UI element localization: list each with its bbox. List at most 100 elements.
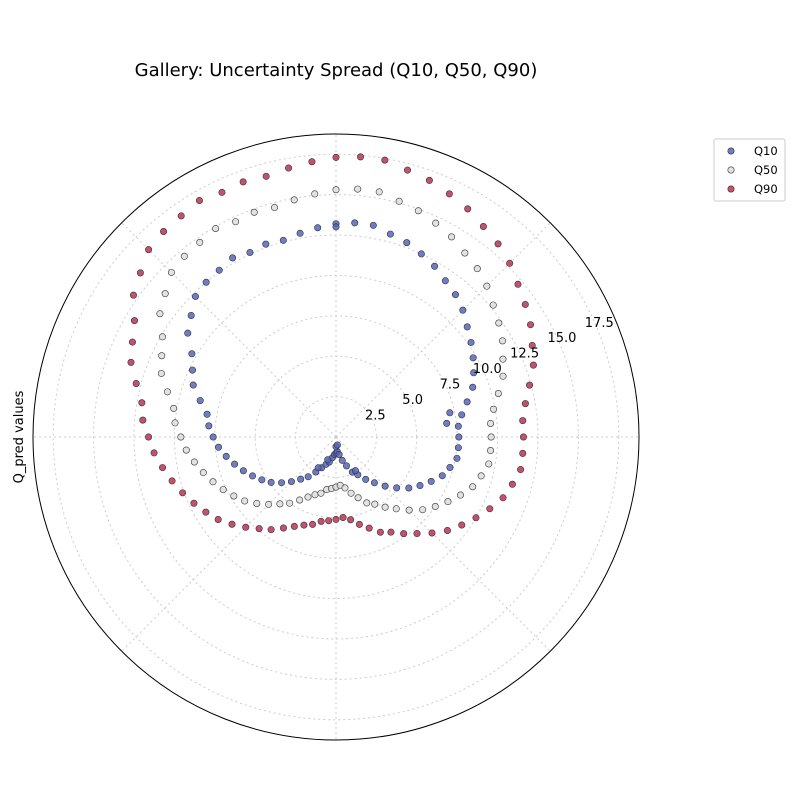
point-q10-8 [463, 323, 471, 331]
point-q90-17 [357, 153, 365, 161]
point-q50-24 [212, 224, 220, 232]
point-q90-57 [355, 520, 363, 528]
point-q90-42 [202, 508, 210, 516]
series-q50 [156, 185, 507, 514]
point-q10-6 [469, 354, 477, 362]
point-q50-21 [271, 204, 279, 212]
point-q10-2 [458, 411, 466, 419]
legend: Q10 Q50 Q90 [713, 138, 786, 202]
point-q10-36 [209, 433, 217, 441]
point-q10-0 [455, 433, 463, 441]
point-q50-1 [487, 419, 495, 427]
point-q10-11 [441, 277, 449, 285]
point-q90-60 [387, 528, 395, 536]
legend-frame [713, 138, 786, 202]
point-q90-3 [526, 381, 534, 389]
angular-gridline-5 [121, 436, 337, 652]
point-q10-21 [279, 236, 287, 244]
point-q50-70 [485, 460, 493, 468]
point-q90-41 [190, 499, 198, 507]
point-q90-11 [479, 223, 487, 231]
point-q50-0 [487, 433, 495, 441]
point-q50-46 [276, 500, 284, 508]
radial-tick-label-3: 10.0 [473, 362, 502, 377]
point-q90-4 [529, 361, 537, 369]
point-q90-34 [138, 399, 146, 407]
radial-gridline-6 [52, 153, 620, 721]
point-q10-20 [296, 229, 304, 237]
point-q50-62 [392, 505, 400, 513]
point-q10-69 [446, 464, 454, 472]
point-q90-23 [218, 188, 226, 196]
point-q50-3 [494, 390, 502, 398]
point-q90-46 [255, 525, 263, 533]
legend-marker-q10 [727, 147, 735, 155]
radial-tick-label-0: 2.5 [365, 409, 386, 424]
point-q10-14 [403, 239, 411, 247]
point-q10-67 [427, 477, 435, 485]
point-q50-61 [381, 503, 389, 511]
point-q50-36 [177, 433, 185, 441]
point-q90-10 [494, 240, 502, 248]
point-q50-66 [444, 498, 452, 506]
point-q90-61 [400, 530, 408, 538]
point-q50-45 [265, 500, 273, 508]
point-q10-26 [202, 278, 210, 286]
point-q50-39 [199, 469, 207, 477]
point-q10-30 [188, 350, 196, 358]
point-q90-38 [159, 464, 167, 472]
point-q50-58 [354, 494, 362, 502]
point-q50-59 [363, 499, 371, 507]
angular-gridline-3 [121, 222, 337, 438]
point-q50-2 [490, 405, 498, 413]
point-q50-25 [196, 238, 204, 246]
point-q90-35 [139, 416, 147, 424]
point-q50-31 [158, 352, 166, 360]
point-q10-25 [215, 266, 223, 274]
point-q10-17 [351, 219, 359, 227]
point-q90-53 [325, 517, 333, 525]
point-q90-63 [428, 529, 436, 537]
point-q90-48 [279, 524, 287, 532]
point-q10-46 [297, 475, 305, 483]
point-q50-9 [483, 282, 491, 290]
point-q10-22 [262, 240, 270, 248]
point-q10-5 [470, 369, 478, 377]
point-q90-32 [127, 358, 135, 366]
point-q90-29 [129, 291, 137, 299]
point-q90-14 [425, 176, 433, 184]
point-q50-64 [419, 506, 427, 514]
chart-title: Gallery: Uncertainty Spread (Q10, Q50, Q… [135, 60, 538, 81]
point-q10-75 [314, 464, 322, 472]
point-q10-70 [453, 454, 461, 462]
point-q10-64 [393, 484, 401, 492]
point-q50-71 [487, 447, 495, 455]
point-q90-30 [130, 317, 138, 325]
point-q90-7 [521, 300, 529, 308]
point-q10-4 [469, 383, 477, 391]
point-q10-28 [187, 311, 195, 319]
point-q90-62 [413, 530, 421, 538]
point-q50-42 [230, 492, 238, 500]
series-q90 [127, 153, 537, 538]
point-q90-58 [365, 524, 373, 532]
point-q90-5 [528, 341, 536, 349]
point-q50-41 [219, 486, 227, 494]
point-q10-29 [184, 329, 192, 337]
point-q90-50 [300, 521, 308, 529]
point-q10-56 [335, 451, 343, 459]
point-q90-51 [309, 520, 317, 528]
point-q50-51 [317, 489, 325, 497]
point-q50-28 [161, 290, 169, 298]
y-axis-label: Q_pred values [12, 390, 27, 483]
point-q90-67 [486, 505, 494, 513]
point-q90-33 [132, 379, 140, 387]
point-q50-17 [354, 185, 362, 193]
point-q10-45 [287, 478, 295, 486]
angular-gridline-1 [335, 222, 551, 438]
point-q50-60 [371, 500, 379, 508]
point-q50-14 [414, 207, 422, 215]
point-q50-50 [311, 491, 319, 499]
point-q50-38 [190, 458, 198, 466]
